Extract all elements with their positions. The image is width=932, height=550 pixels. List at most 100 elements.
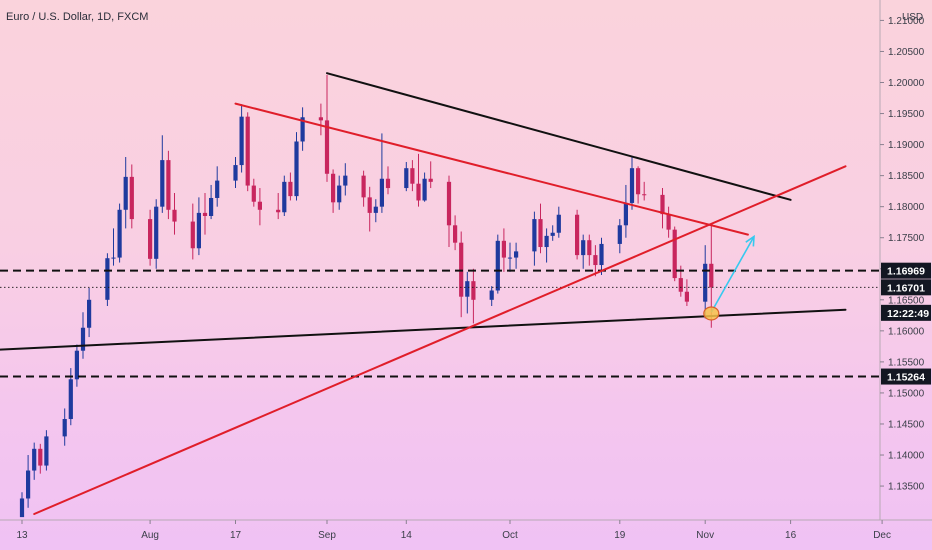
price-tick-label: 1.17500 [888, 233, 925, 244]
price-tag-label: 12:22:49 [887, 308, 929, 320]
candle-body [87, 299, 92, 328]
candle-body [80, 327, 86, 351]
price-tick-label: 1.18500 [888, 171, 925, 182]
candle-body [160, 160, 165, 207]
time-tick-label: 19 [614, 530, 626, 541]
candle-body [514, 251, 519, 258]
candle-body [550, 232, 555, 236]
candle-body [300, 117, 305, 142]
candle-body [233, 165, 238, 181]
candle-body [74, 350, 79, 380]
candle-body [709, 263, 714, 288]
price-tag-label: 1.16701 [887, 282, 925, 294]
price-tag[interactable] [881, 262, 931, 279]
candle-body [202, 212, 208, 216]
candle-body [373, 206, 378, 213]
price-tag[interactable] [881, 279, 931, 296]
candle-body [495, 240, 500, 291]
candle-body [623, 202, 628, 226]
falling-red-trendline[interactable] [234, 102, 749, 236]
candle-body [38, 448, 43, 466]
candle-body [166, 160, 171, 210]
candle-body [276, 209, 281, 213]
candle-body [465, 281, 470, 297]
candle-body [32, 448, 37, 471]
price-tick-label: 1.14500 [888, 419, 925, 430]
candle-body [587, 240, 592, 256]
price-tag[interactable] [881, 368, 931, 385]
candle-body [129, 176, 134, 220]
candle-body [282, 181, 287, 213]
candle-body [629, 168, 635, 203]
support-trendline[interactable] [0, 308, 847, 353]
candle-body [190, 221, 195, 249]
candle-body [379, 178, 384, 207]
candle-body [62, 419, 67, 437]
time-tick-label: 17 [230, 530, 242, 541]
candle-body [660, 194, 665, 215]
candle-body [105, 258, 110, 300]
projection-arrow-head [745, 234, 755, 247]
candle-body [367, 197, 372, 213]
candle-body [385, 178, 391, 189]
upper-resistance-trendline[interactable] [326, 72, 792, 201]
candle-body [666, 214, 671, 230]
candle-body [294, 141, 299, 197]
candle-body [593, 255, 598, 266]
price-tick-label: 1.18000 [888, 202, 925, 213]
candle-body [636, 168, 641, 195]
candle-body [148, 219, 153, 259]
candle-body [489, 290, 494, 300]
projection-arrow[interactable] [710, 236, 755, 313]
price-tag-label: 1.16969 [887, 266, 925, 278]
time-tick-label: Aug [141, 530, 159, 541]
candle-body [416, 183, 421, 201]
candle-body [257, 201, 262, 210]
candle-body [599, 243, 604, 266]
candle-body [318, 117, 323, 121]
price-tag[interactable] [881, 304, 931, 321]
candle-body [19, 498, 25, 518]
candle-body [26, 470, 31, 499]
candle-body [337, 185, 342, 203]
candle-body [642, 194, 647, 196]
candle-body [532, 219, 537, 252]
candle-body [245, 116, 250, 186]
candle-body [422, 178, 427, 201]
candle-body [575, 214, 580, 256]
time-tick-label: 14 [401, 530, 413, 541]
price-tick-label: 1.15000 [888, 388, 925, 399]
candle-body [446, 181, 452, 226]
price-tick-label: 1.16000 [888, 326, 925, 337]
candle-body [672, 229, 677, 279]
price-tick-label: 1.13500 [888, 482, 925, 493]
candle-body [154, 206, 159, 259]
bounce-marker[interactable] [703, 306, 720, 321]
candle-body [209, 197, 214, 216]
candle-body [410, 168, 415, 184]
candle-body [617, 225, 622, 244]
time-tick-label: Dec [873, 530, 891, 541]
price-tick-label: 1.14000 [888, 451, 925, 462]
candle-body [343, 175, 348, 186]
price-tick-label: 1.20500 [888, 47, 925, 58]
time-tick-label: Oct [502, 530, 518, 541]
candle-body [428, 178, 433, 182]
price-tick-label: 1.21000 [888, 16, 925, 27]
candle-body [111, 257, 116, 259]
candle-body [251, 185, 256, 202]
price-tick-label: 1.19500 [888, 109, 925, 120]
candle-body [678, 278, 683, 292]
candle-body [538, 219, 543, 248]
candle-body [44, 436, 49, 466]
price-tag-label: 1.15264 [887, 372, 925, 384]
candle-body [68, 379, 73, 420]
candle-body [123, 176, 128, 210]
candle-body [507, 257, 513, 259]
candle-body [471, 281, 476, 300]
candle-body [196, 212, 201, 249]
candle-body [501, 240, 506, 258]
candle-body [404, 168, 409, 189]
candle-body [361, 175, 366, 198]
